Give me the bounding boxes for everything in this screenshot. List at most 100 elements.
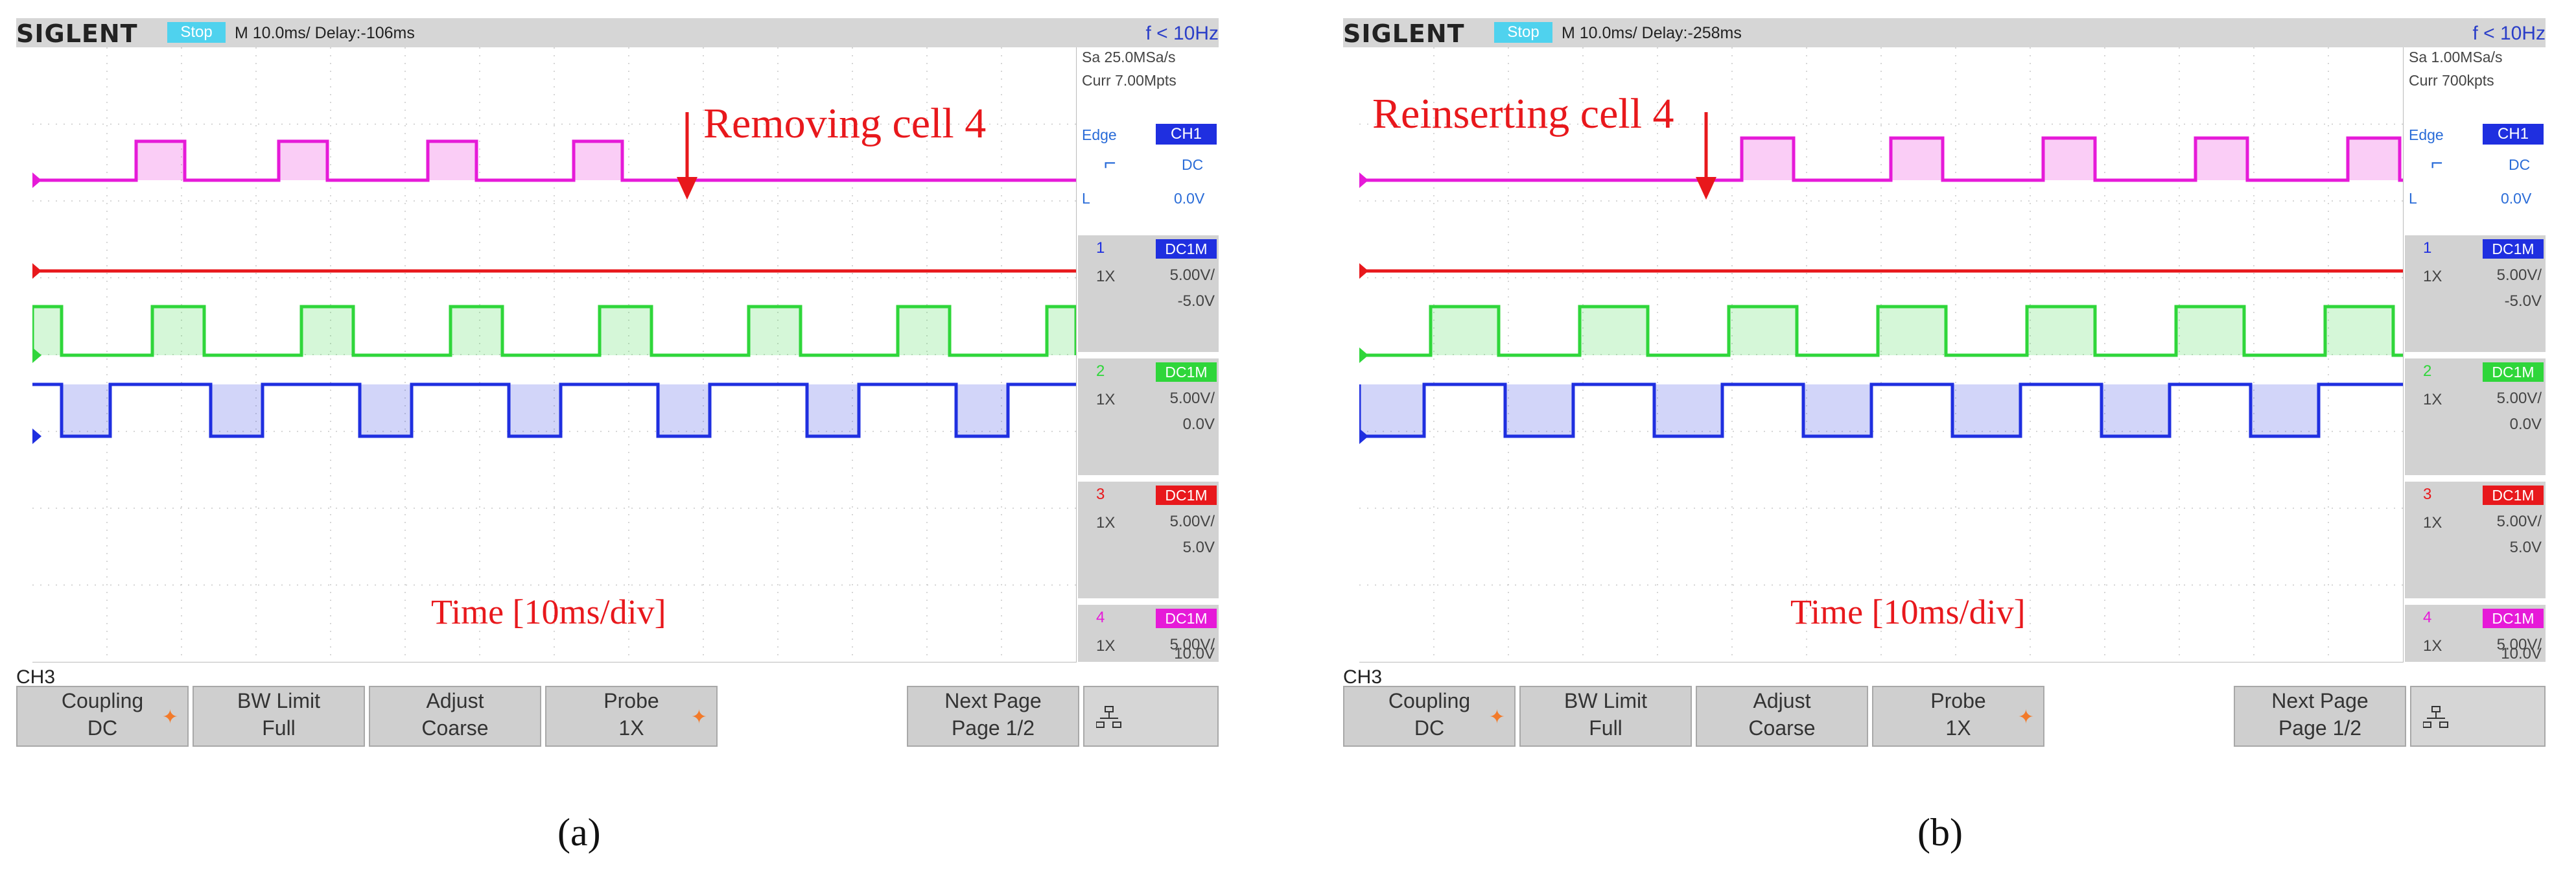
channel-number: 1: [2423, 239, 2432, 257]
probe-ratio: 1X: [2423, 268, 2442, 285]
channel-offset: -5.0V: [1177, 292, 1215, 310]
title-bar: SIGLENT Stop M 10.0ms/ Delay:-258ms f < …: [1343, 18, 2546, 48]
channel-2-trace-pulse: [749, 307, 801, 355]
channel-4-trace-pulse: [2043, 138, 2095, 180]
timebase-readout: M 10.0ms/ Delay:-106ms: [235, 24, 415, 42]
channel-2-trace-pulse: [32, 307, 62, 355]
menu-channel-label: CH3: [16, 666, 56, 688]
sample-rate: Sa 1.00MSa/s: [2409, 49, 2503, 65]
network-status[interactable]: [2410, 686, 2546, 747]
softkey-value: DC: [1414, 716, 1445, 740]
channel-2-trace-pulse: [898, 307, 950, 355]
channel-1-trace-pulse: [509, 384, 561, 436]
channel-number: 2: [2423, 362, 2432, 380]
probe-ratio: 1X: [2423, 637, 2442, 655]
channel-1-trace: [32, 382, 1076, 438]
menu-channel-label: CH3: [1343, 666, 1383, 688]
channel-1-trace-pulse: [956, 384, 1008, 436]
channel-4-trace: [32, 139, 1076, 182]
adjust-softkey[interactable]: Adjust Coarse: [369, 686, 541, 747]
channel-3-info[interactable]: 3 DC1M 1X 5.00V/ 5.0V: [2405, 482, 2546, 598]
channel-1-info[interactable]: 1 DC1M 1X 5.00V/ -5.0V: [2405, 235, 2546, 352]
channel-1-trace-pulse: [1654, 384, 1722, 436]
softkey-label: BW Limit: [1564, 689, 1647, 712]
channel-2-trace-pulse: [1878, 307, 1946, 355]
trigger-level: 0.0V: [2501, 190, 2532, 207]
probe-softkey[interactable]: Probe 1X ✦: [1872, 686, 2044, 747]
probe-ratio: 1X: [1096, 268, 1116, 285]
channel-number: 1: [1096, 239, 1105, 257]
channel-4-trace-pulse: [2348, 138, 2400, 180]
time-axis-label: Time [10ms/div]: [431, 592, 666, 631]
trigger-frequency: f < 10Hz: [2472, 23, 2546, 44]
channel-4-info[interactable]: 4 DC1M 1X 5.00V/ 10.0V: [2405, 605, 2546, 662]
scope-panel-b: SIGLENT Stop M 10.0ms/ Delay:-258ms f < …: [1343, 18, 2546, 747]
bw-limit-softkey[interactable]: BW Limit Full: [193, 686, 365, 747]
channel-offset: -5.0V: [2504, 292, 2542, 310]
probe-softkey[interactable]: Probe 1X ✦: [545, 686, 718, 747]
waveform-grid: Removing cell 4 Time [10ms/div]: [32, 47, 1077, 662]
channel-offset: 0.0V: [1182, 416, 1215, 433]
next-page-softkey[interactable]: Next Page Page 1/2: [2234, 686, 2406, 747]
scope-panel-a: SIGLENT Stop M 10.0ms/ Delay:-106ms f < …: [16, 18, 1219, 747]
channel-offset: 5.0V: [1182, 539, 1215, 556]
channel-1-trace-pulse: [658, 384, 710, 436]
volts-per-div: 5.00V/: [2496, 390, 2542, 407]
next-page-softkey[interactable]: Next Page Page 1/2: [907, 686, 1079, 747]
trigger-level: 0.0V: [1174, 190, 1205, 207]
channel-2-trace-pulse: [301, 307, 353, 355]
edge-trigger-icon: ⌐: [1104, 151, 1116, 174]
coupling-softkey[interactable]: Coupling DC ✦: [16, 686, 189, 747]
softkey-label: Adjust: [426, 689, 484, 712]
waveform-display: [32, 47, 1076, 662]
adjust-softkey[interactable]: Adjust Coarse: [1696, 686, 1868, 747]
channel-4-info[interactable]: 4 DC1M 1X 5.00V/ 10.0V: [1078, 605, 1219, 662]
channel-4-marker: [32, 172, 41, 188]
waveform-grid: Reinserting cell 4 Time [10ms/div]: [1359, 47, 2404, 662]
softkey-value: Full: [1589, 716, 1622, 740]
softkey-label: Probe: [1930, 689, 1986, 712]
channel-2-trace-pulse: [2027, 307, 2095, 355]
trigger-source-badge[interactable]: CH1: [1156, 124, 1217, 145]
channel-3-marker: [1359, 263, 1368, 279]
title-bar: SIGLENT Stop M 10.0ms/ Delay:-106ms f < …: [16, 18, 1219, 48]
channel-coupling-badge: DC1M: [1156, 486, 1217, 505]
channel-number: 4: [2423, 609, 2432, 626]
bw-limit-softkey[interactable]: BW Limit Full: [1519, 686, 1692, 747]
trigger-type: Edge: [1082, 126, 1117, 143]
event-annotation: Reinserting cell 4: [1372, 90, 1674, 137]
volts-per-div: 5.00V/: [2496, 266, 2542, 284]
softkey-value: 1X: [618, 716, 644, 740]
trigger-coupling: DC: [2509, 156, 2531, 173]
channel-2-trace: [32, 305, 1076, 357]
softkey-label: Probe: [603, 689, 659, 712]
brand-logo: SIGLENT: [16, 19, 138, 48]
run-stop-status[interactable]: Stop: [167, 22, 226, 43]
channel-1-marker: [32, 428, 41, 444]
channel-2-marker: [1359, 347, 1368, 363]
coupling-softkey[interactable]: Coupling DC ✦: [1343, 686, 1516, 747]
channel-2-info[interactable]: 2 DC1M 1X 5.00V/ 0.0V: [1078, 358, 1219, 475]
trigger-coupling: DC: [1182, 156, 1204, 173]
channel-2-trace-pulse: [1729, 307, 1797, 355]
caption-b: (b): [1917, 811, 1963, 854]
channel-4-trace-pulse: [2195, 138, 2247, 180]
volts-per-div: 5.00V/: [1169, 266, 1215, 284]
run-stop-status[interactable]: Stop: [1494, 22, 1552, 43]
channel-3-info[interactable]: 3 DC1M 1X 5.00V/ 5.0V: [1078, 482, 1219, 598]
channel-number: 3: [2423, 486, 2432, 503]
channel-2-info[interactable]: 2 DC1M 1X 5.00V/ 0.0V: [2405, 358, 2546, 475]
channel-1-info[interactable]: 1 DC1M 1X 5.00V/ -5.0V: [1078, 235, 1219, 352]
volts-per-div: 5.00V/: [2496, 513, 2542, 530]
sample-rate: Sa 25.0MSa/s: [1082, 49, 1176, 65]
edge-trigger-icon: ⌐: [2431, 151, 2443, 174]
network-status[interactable]: [1083, 686, 1219, 747]
volts-per-div: 5.00V/: [2496, 636, 2542, 653]
info-sidebar: Sa 25.0MSa/s Curr 7.00Mpts Edge CH1 ⌐ DC…: [1078, 47, 1219, 662]
channel-2-trace-pulse: [152, 307, 204, 355]
caption-a: (a): [557, 811, 601, 854]
softkey-value: Coarse: [1748, 716, 1816, 740]
volts-per-div: 5.00V/: [1169, 390, 1215, 407]
trigger-source-badge[interactable]: CH1: [2483, 124, 2544, 145]
probe-ratio: 1X: [2423, 514, 2442, 532]
